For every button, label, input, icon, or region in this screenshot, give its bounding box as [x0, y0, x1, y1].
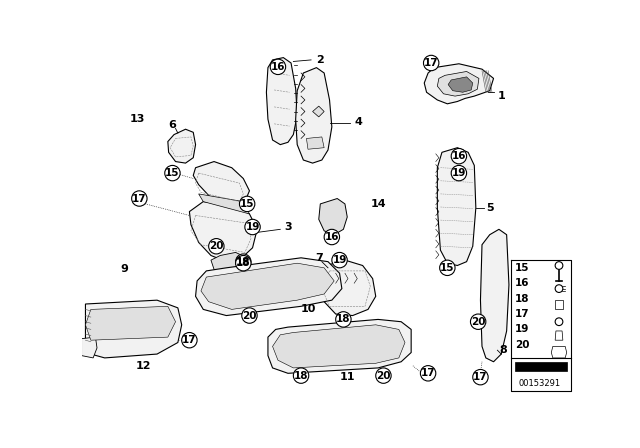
Text: 3: 3 [284, 222, 292, 232]
Polygon shape [86, 300, 182, 358]
Circle shape [164, 165, 180, 181]
Text: 20: 20 [471, 317, 485, 327]
Text: 12: 12 [136, 361, 151, 370]
Text: 16: 16 [324, 232, 339, 242]
Text: 16: 16 [515, 278, 529, 288]
Polygon shape [296, 68, 332, 163]
Polygon shape [424, 64, 493, 104]
Circle shape [209, 238, 224, 254]
Text: 20: 20 [242, 310, 257, 321]
Text: 18: 18 [236, 258, 250, 268]
Circle shape [270, 59, 285, 74]
Circle shape [182, 332, 197, 348]
Polygon shape [555, 300, 563, 310]
Polygon shape [201, 263, 334, 310]
Circle shape [236, 255, 251, 271]
Polygon shape [437, 72, 479, 96]
Polygon shape [198, 194, 250, 214]
Circle shape [332, 252, 348, 268]
Polygon shape [481, 229, 509, 362]
Polygon shape [515, 362, 566, 371]
Polygon shape [312, 106, 324, 117]
Text: 13: 13 [129, 114, 145, 124]
Polygon shape [81, 337, 97, 358]
Circle shape [424, 55, 439, 71]
Text: 1: 1 [497, 91, 505, 101]
Text: 20: 20 [376, 370, 390, 381]
Polygon shape [307, 137, 324, 149]
Polygon shape [437, 148, 476, 266]
Circle shape [336, 312, 351, 327]
Text: 19: 19 [245, 222, 260, 232]
Circle shape [420, 366, 436, 381]
Text: 17: 17 [424, 58, 438, 68]
Circle shape [473, 370, 488, 385]
Text: 14: 14 [370, 199, 386, 209]
Polygon shape [168, 129, 196, 163]
Text: 6: 6 [168, 120, 177, 129]
Circle shape [451, 165, 467, 181]
Text: 19: 19 [452, 168, 466, 178]
Text: 16: 16 [271, 62, 285, 72]
Circle shape [242, 308, 257, 323]
Text: 20: 20 [209, 241, 223, 251]
Text: 5: 5 [486, 203, 493, 213]
Circle shape [555, 262, 563, 269]
Text: 11: 11 [339, 372, 355, 382]
Polygon shape [211, 252, 250, 276]
Polygon shape [273, 325, 405, 368]
Circle shape [293, 368, 308, 383]
Text: 15: 15 [440, 263, 454, 273]
Text: 18: 18 [515, 293, 529, 304]
Circle shape [324, 229, 340, 245]
Circle shape [470, 314, 486, 329]
Polygon shape [320, 260, 376, 315]
Text: 15: 15 [240, 199, 255, 209]
Text: 4: 4 [355, 116, 363, 126]
Text: 18: 18 [336, 314, 351, 324]
Polygon shape [268, 319, 411, 373]
Text: 17: 17 [132, 194, 147, 203]
Text: 18: 18 [236, 257, 250, 267]
Text: 15: 15 [515, 263, 529, 273]
Polygon shape [266, 58, 297, 145]
Text: 17: 17 [473, 372, 488, 382]
Circle shape [451, 148, 467, 164]
Polygon shape [196, 258, 342, 315]
Text: 7: 7 [315, 253, 323, 263]
Polygon shape [189, 202, 257, 262]
Polygon shape [551, 346, 566, 358]
Polygon shape [555, 331, 563, 340]
Text: 00153291: 00153291 [518, 379, 561, 388]
Circle shape [555, 285, 563, 293]
Circle shape [236, 254, 251, 269]
Text: 9: 9 [120, 264, 128, 274]
Circle shape [245, 220, 260, 235]
Text: 17: 17 [420, 368, 435, 378]
Polygon shape [448, 77, 473, 92]
Text: 19: 19 [332, 255, 347, 265]
Text: 17: 17 [515, 309, 529, 319]
Text: 2: 2 [316, 55, 324, 65]
Text: 17: 17 [182, 335, 196, 345]
Polygon shape [193, 162, 250, 206]
Circle shape [132, 191, 147, 206]
Text: 15: 15 [165, 168, 180, 178]
Text: 20: 20 [515, 340, 529, 350]
Text: 19: 19 [515, 324, 529, 334]
Text: 18: 18 [294, 370, 308, 381]
Circle shape [376, 368, 391, 383]
Text: 10: 10 [301, 304, 316, 314]
Circle shape [440, 260, 455, 276]
Text: 16: 16 [452, 151, 466, 161]
Circle shape [555, 318, 563, 326]
Polygon shape [86, 306, 175, 340]
Polygon shape [319, 198, 348, 235]
Circle shape [239, 196, 255, 211]
Text: 8: 8 [499, 345, 507, 355]
